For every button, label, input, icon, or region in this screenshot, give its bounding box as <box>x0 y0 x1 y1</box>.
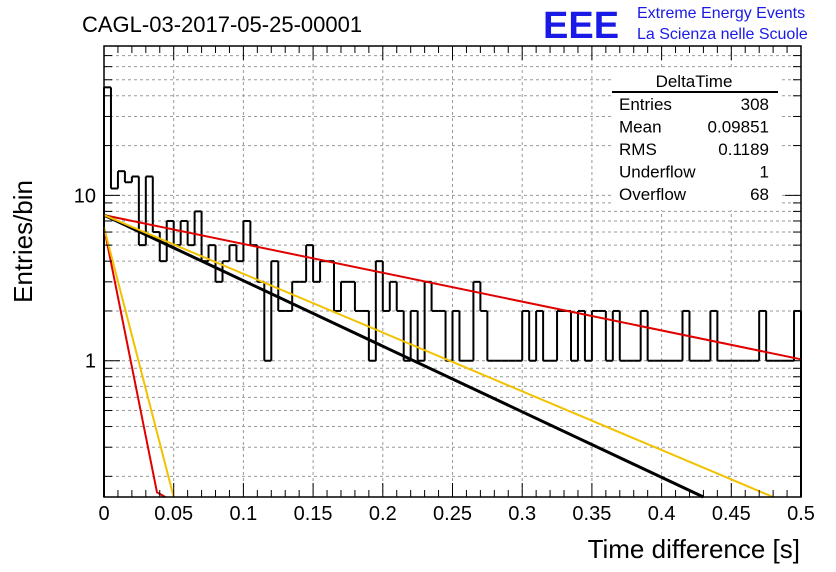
fit-curves <box>103 213 802 499</box>
stats-row-value: 0.09851 <box>708 118 769 137</box>
x-tick-label: 0.15 <box>294 503 333 525</box>
fit-curve <box>103 213 705 499</box>
chart-title: CAGL-03-2017-05-25-00001 <box>82 12 362 37</box>
fit-curve <box>103 227 175 498</box>
axes <box>103 45 802 498</box>
stats-row-label: Underflow <box>619 163 696 182</box>
fit-curve <box>103 214 774 498</box>
stats-row-label: RMS <box>619 140 657 159</box>
logo-mark: EEE <box>543 5 619 47</box>
x-tick-label: 0.1 <box>229 503 257 525</box>
x-tick-label: 0.5 <box>787 503 815 525</box>
stats-row-value: 0.1189 <box>718 140 769 159</box>
stats-row-label: Mean <box>619 118 662 137</box>
eee-logo: EEE Extreme Energy Events La Scienza nel… <box>543 5 808 47</box>
x-tick-label: 0.35 <box>572 503 611 525</box>
grid <box>103 45 802 497</box>
y-axis-title: Entries/bin <box>8 180 38 303</box>
stats-row-value: 1 <box>760 163 769 182</box>
x-tick-label: 0.2 <box>369 503 397 525</box>
y-tick-label: 1 <box>85 351 96 373</box>
logo-line1: Extreme Energy Events <box>637 5 805 22</box>
tick-labels: 0 0.05 0.1 0.15 0.2 0.25 0.3 0.35 0.4 0.45 0.5 1 10 <box>74 185 815 525</box>
fit-curve <box>103 227 166 498</box>
stats-rows: Entries 308 Mean 0.09851 RMS 0.1189 Underflow 1… <box>619 95 769 204</box>
fit-curve <box>103 214 802 361</box>
stats-box: DeltaTime Entries 308 Mean 0.09851 RMS 0.1189… <box>612 70 780 210</box>
x-tick-label: 0.4 <box>648 503 676 525</box>
x-tick-label: 0.05 <box>154 503 193 525</box>
y-tick-label: 10 <box>74 185 96 207</box>
logo-line2: La Scienza nelle Scuole <box>637 26 808 43</box>
stats-title: DeltaTime <box>656 72 733 91</box>
stats-row-label: Overflow <box>619 185 687 204</box>
x-axis-title: Time difference [s] <box>588 534 800 564</box>
stats-row-label: Entries <box>619 95 672 114</box>
x-tick-label: 0.3 <box>508 503 536 525</box>
x-tick-label: 0 <box>98 503 109 525</box>
x-tick-label: 0.45 <box>712 503 751 525</box>
x-tick-label: 0.25 <box>433 503 472 525</box>
stats-row-value: 308 <box>741 95 769 114</box>
histogram <box>103 86 802 497</box>
stats-row-value: 68 <box>750 185 769 204</box>
